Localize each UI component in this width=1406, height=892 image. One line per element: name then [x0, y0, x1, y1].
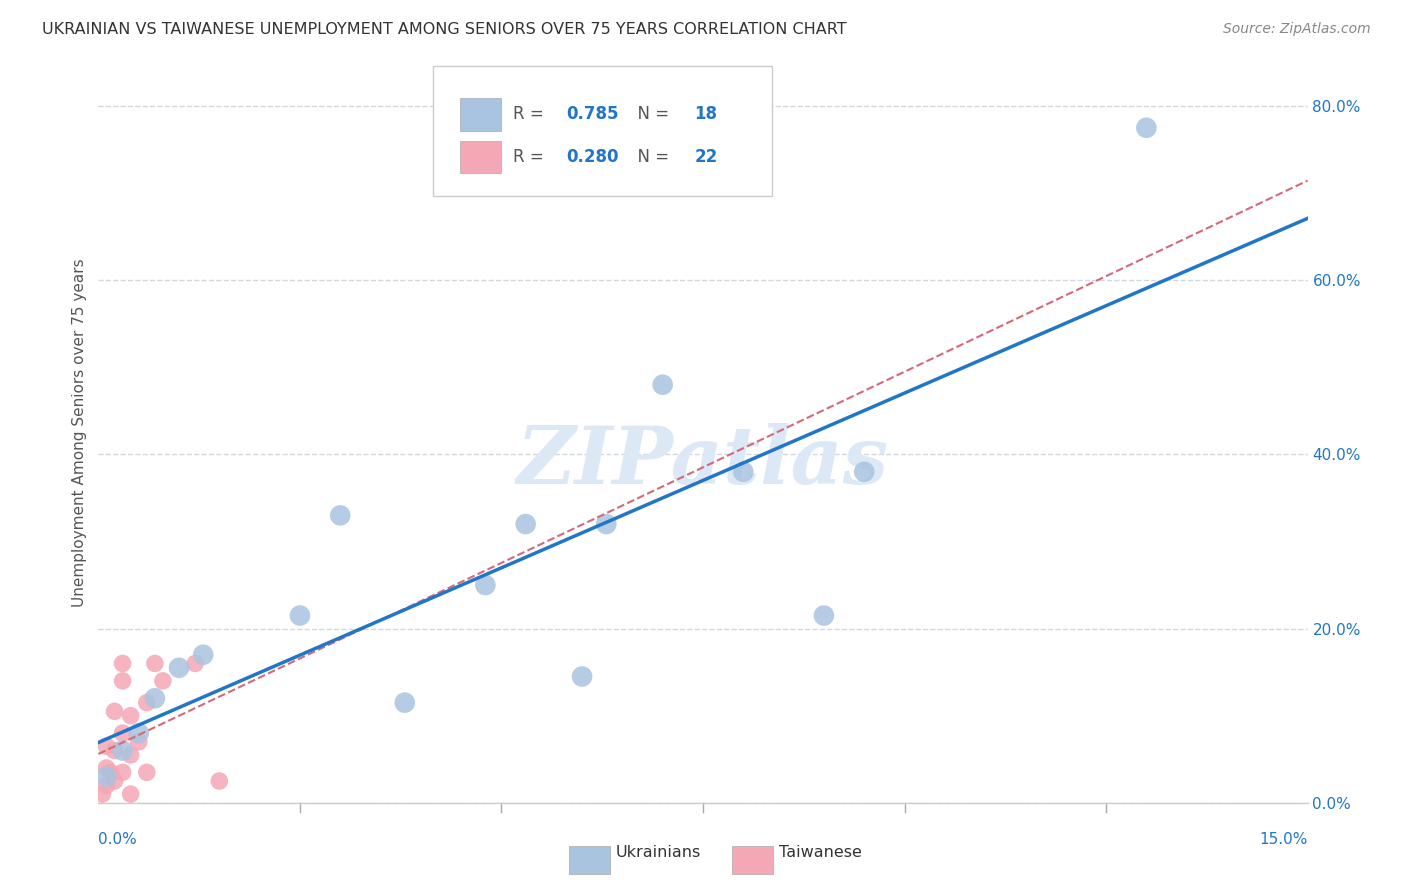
- Point: [100, 765, 122, 780]
- Point: [128, 735, 150, 749]
- Point: [120, 747, 142, 762]
- Text: 18: 18: [695, 105, 717, 123]
- Point: [288, 608, 311, 623]
- Point: [111, 743, 134, 757]
- Point: [733, 465, 755, 479]
- Text: 15.0%: 15.0%: [1260, 832, 1308, 847]
- Point: [208, 774, 231, 789]
- Point: [120, 787, 142, 801]
- Point: [651, 377, 673, 392]
- Text: R =: R =: [513, 148, 550, 166]
- Text: Ukrainians: Ukrainians: [616, 845, 702, 860]
- Point: [571, 669, 593, 683]
- FancyBboxPatch shape: [460, 141, 501, 173]
- Point: [193, 648, 215, 662]
- Point: [135, 696, 157, 710]
- Y-axis label: Unemployment Among Seniors over 75 years: Unemployment Among Seniors over 75 years: [72, 259, 87, 607]
- Text: N =: N =: [627, 148, 675, 166]
- Point: [143, 657, 166, 671]
- Point: [813, 608, 835, 623]
- Text: Taiwanese: Taiwanese: [779, 845, 862, 860]
- Point: [167, 661, 190, 675]
- Point: [91, 787, 114, 801]
- Point: [184, 657, 207, 671]
- FancyBboxPatch shape: [733, 846, 773, 874]
- FancyBboxPatch shape: [433, 66, 772, 195]
- Point: [103, 743, 125, 757]
- Point: [595, 517, 617, 532]
- Point: [111, 657, 134, 671]
- Point: [96, 778, 118, 792]
- Text: 0.0%: 0.0%: [98, 832, 138, 847]
- Point: [96, 761, 118, 775]
- Text: 0.280: 0.280: [567, 148, 619, 166]
- Point: [853, 465, 876, 479]
- Point: [135, 765, 157, 780]
- FancyBboxPatch shape: [460, 98, 501, 130]
- Point: [329, 508, 352, 523]
- Point: [111, 765, 134, 780]
- Point: [96, 739, 118, 754]
- Point: [128, 726, 150, 740]
- Point: [143, 691, 166, 706]
- Point: [103, 704, 125, 718]
- Text: 0.785: 0.785: [567, 105, 619, 123]
- Text: 22: 22: [695, 148, 718, 166]
- FancyBboxPatch shape: [569, 846, 610, 874]
- Point: [96, 770, 118, 784]
- Point: [120, 708, 142, 723]
- Text: R =: R =: [513, 105, 550, 123]
- Point: [111, 673, 134, 688]
- Point: [394, 696, 416, 710]
- Point: [474, 578, 496, 592]
- Point: [515, 517, 537, 532]
- Point: [103, 774, 125, 789]
- Point: [152, 673, 174, 688]
- Point: [111, 726, 134, 740]
- Text: N =: N =: [627, 105, 675, 123]
- Point: [1135, 120, 1157, 135]
- Text: Source: ZipAtlas.com: Source: ZipAtlas.com: [1223, 22, 1371, 37]
- Text: UKRAINIAN VS TAIWANESE UNEMPLOYMENT AMONG SENIORS OVER 75 YEARS CORRELATION CHAR: UKRAINIAN VS TAIWANESE UNEMPLOYMENT AMON…: [42, 22, 846, 37]
- Text: ZIPatlas: ZIPatlas: [517, 424, 889, 501]
